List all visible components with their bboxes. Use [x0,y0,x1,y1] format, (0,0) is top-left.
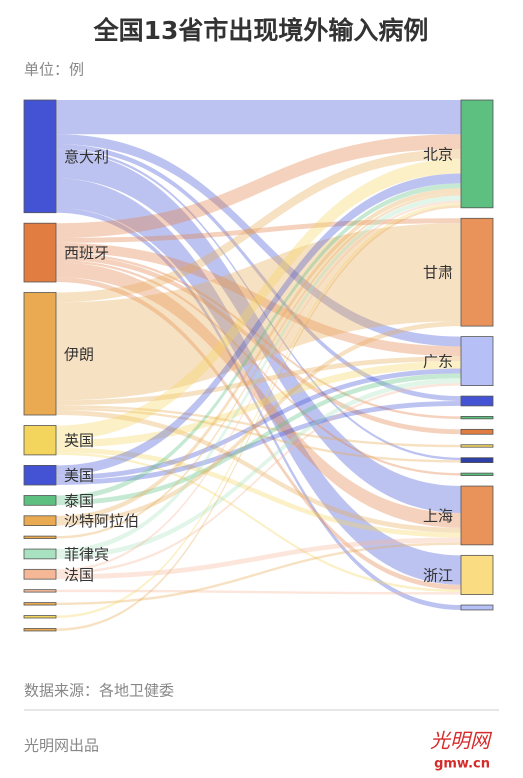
flow [56,202,461,618]
flow [56,223,461,401]
flow [56,452,461,593]
flow [56,537,461,580]
flow [56,259,461,476]
source-node [23,515,57,526]
source-note: 数据来源：各地卫健委 [24,682,174,700]
source-label: 美国 [64,467,94,485]
flow [56,144,461,401]
source-node [23,292,57,416]
flow [56,373,461,506]
source-label: 泰国 [64,492,94,510]
target-node [460,395,494,407]
flow [56,207,461,610]
target-label: 北京 [423,145,453,163]
target-node [460,428,494,435]
source-node [23,99,57,214]
flow [56,195,461,554]
flow [56,218,461,243]
source-node [23,589,57,593]
flow [56,178,461,585]
flow [56,158,461,441]
flow [56,149,461,461]
source-label: 英国 [64,432,94,450]
target-label: 浙江 [423,566,453,584]
target-node [460,485,494,546]
flow [56,134,461,347]
flow [56,205,461,631]
source-node [23,602,57,606]
source-node [23,535,57,539]
flow [56,542,461,606]
target-node [460,604,494,611]
target-node [460,99,494,209]
target-label: 广东 [423,353,453,371]
flow [56,356,461,406]
source-node [23,628,57,632]
flow [56,277,461,590]
target-node [460,444,494,448]
flow [56,242,461,357]
source-label: 西班牙 [64,244,109,262]
flow [56,100,461,135]
unit-label: 单位：例 [24,61,84,79]
flow [56,405,461,448]
logo-url: gmw.cn [434,757,490,772]
target-node [460,415,494,420]
flow [56,200,461,572]
flow [56,361,461,448]
target-node [460,217,494,327]
flow [56,188,461,521]
logo: 光明网 [430,729,493,753]
flow [56,368,461,481]
flow [56,383,461,575]
flow [56,401,461,485]
source-label: 法国 [64,566,94,584]
flow [56,321,461,526]
flow [56,134,461,238]
target-node [460,554,494,595]
target-label: 甘肃 [423,264,453,282]
flow [56,252,461,419]
source-label: 菲律宾 [64,545,109,563]
source-node [23,568,57,580]
flow [56,410,461,533]
chart-title: 全国13省市出现境外输入病例 [93,16,429,45]
flow [56,262,461,528]
target-node [460,457,494,464]
source-node [23,615,57,619]
flow [56,378,461,559]
flow [56,151,461,513]
target-node [460,472,494,476]
links [56,100,461,631]
flow [56,589,461,595]
source-label: 沙特阿拉伯 [64,512,139,530]
flow [56,255,461,435]
source-node [23,548,57,560]
source-label: 意大利 [64,148,109,166]
flow [56,173,461,476]
target-label: 上海 [423,507,453,525]
source-label: 伊朗 [64,345,94,363]
flow [56,407,461,463]
flow [56,193,461,539]
target-node [460,336,494,387]
source-node [23,222,57,283]
flow [56,183,461,501]
flow [56,149,461,303]
footer: 光明网出品 [24,737,99,755]
source-node [23,425,57,456]
source-node [23,464,57,486]
flow [56,447,461,538]
source-node [23,495,57,506]
